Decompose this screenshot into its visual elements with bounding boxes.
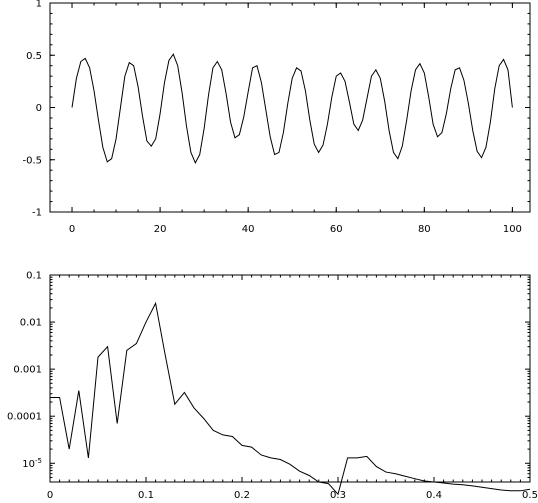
top-chart-ticks: 0 20 40 60 80 100 1 0.5 0 -0.5 -1 [22,0,530,235]
top-x-tick-label: 0 [69,224,75,235]
bottom-x-tick-label: 0 [47,490,53,501]
top-y-tick-label-text: 0.5 [26,51,42,62]
bottom-x-tick-label: 0.2 [234,490,250,501]
top-y-tick-label-text: 0 [36,103,42,114]
top-series-line [71,53,513,165]
top-x-tick-label: 60 [330,224,343,235]
top-y-tick-label-text: -0.5 [22,155,42,166]
bottom-y-tick-label-text: 10 [22,459,35,470]
bottom-y-tick-label-exponent: -5 [35,457,42,465]
top-x-tick-label: 100 [503,224,522,235]
bottom-y-tick-label-text: 0.1 [26,271,42,282]
top-y-tick-label: 1 [36,0,42,10]
bottom-x-tick-label: 0.5 [522,490,538,501]
bottom-x-tick-label: 0.1 [138,490,154,501]
bottom-series-line [50,301,531,496]
top-chart: 0 20 40 60 80 100 1 0.5 0 -0.5 -1 [22,0,531,235]
top-y-tick-label-text: 1 [36,0,42,10]
bottom-y-tick-label: 0.0001 [7,412,42,423]
bottom-chart: 0 0.1 0.2 0.3 0.4 0.5 0.1 0.01 0.001 0.0001 10-510… [7,271,538,502]
bottom-plot-frame [49,274,531,483]
bottom-y-tick-label-text: 0.001 [13,365,42,376]
top-y-tick-label: -1 [32,208,42,219]
bottom-chart-series [50,301,531,496]
bottom-y-tick-label: 0.01 [20,318,42,329]
top-chart-series [71,53,513,165]
top-y-tick-label: -0.5 [22,155,42,166]
top-x-tick-label: 20 [154,224,167,235]
bottom-x-tick-label: 0.4 [426,490,442,501]
top-y-tick-label: 0.5 [26,51,42,62]
bottom-x-tick-label: 0.3 [330,490,346,501]
top-plot-frame [49,2,531,213]
bottom-y-tick-label-text: 0.0001 [7,412,42,423]
bottom-y-tick-label: 0.001 [13,365,42,376]
bottom-y-tick-label: 10-5 [22,457,42,470]
top-y-tick-label: 0 [36,103,42,114]
bottom-y-tick-label: 0.1 [26,271,42,282]
top-x-tick-label: 40 [242,224,255,235]
top-x-tick-label: 80 [418,224,431,235]
bottom-chart-ticks: 0 0.1 0.2 0.3 0.4 0.5 0.1 0.01 0.001 0.0001 10-510… [7,271,538,502]
bottom-y-tick-label-text: 0.01 [20,318,42,329]
top-y-tick-label-text: -1 [32,208,42,219]
